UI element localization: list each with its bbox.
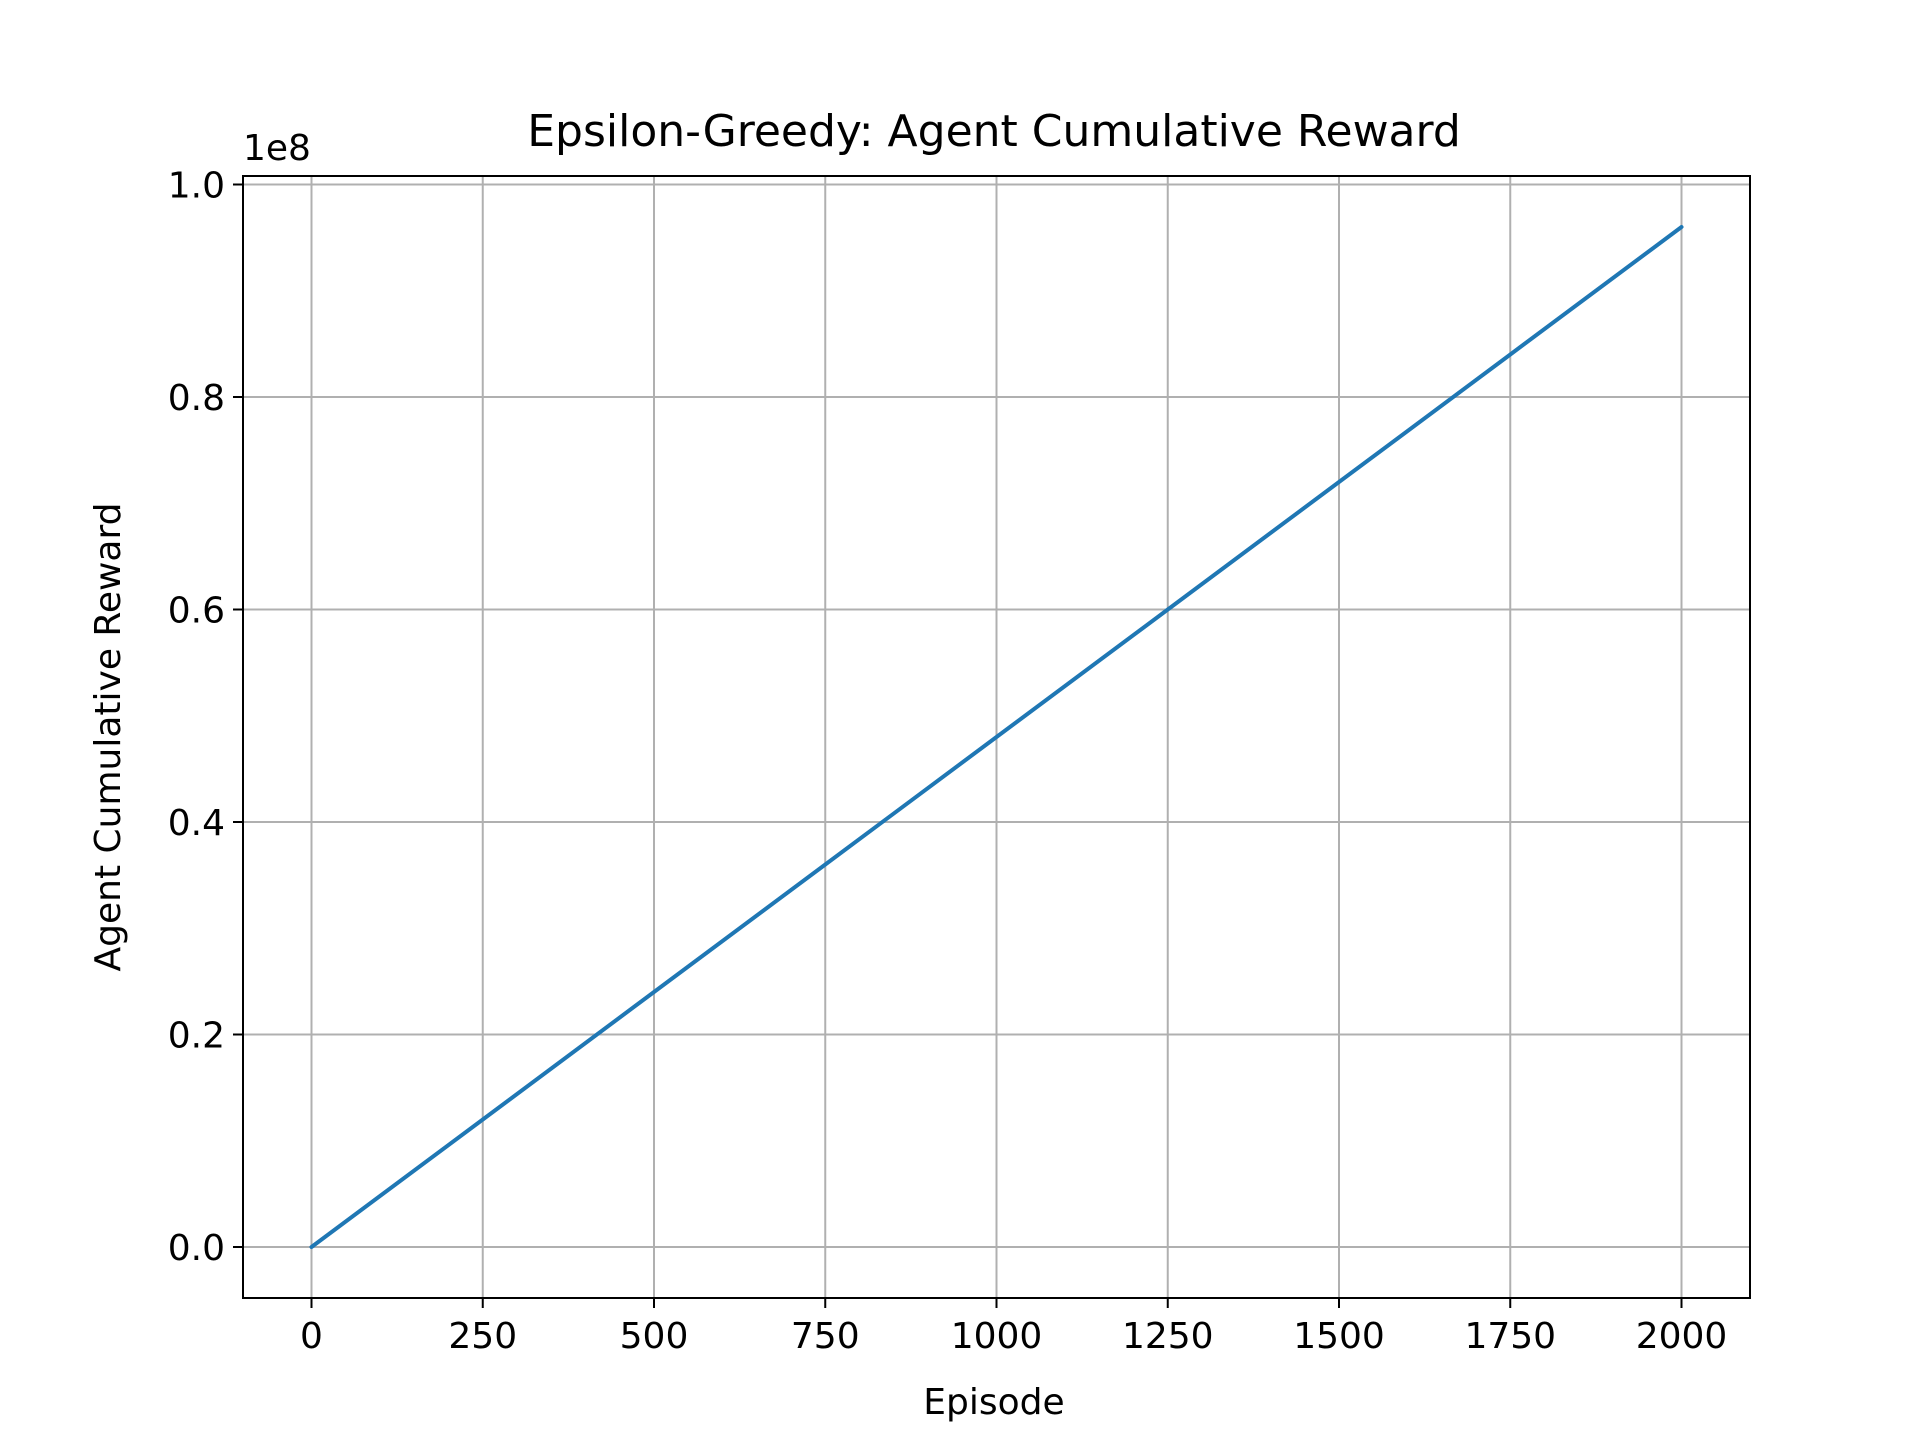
y-tick-label: 0.4 xyxy=(168,803,225,844)
x-tick-label: 1750 xyxy=(1464,1316,1556,1357)
series-layer xyxy=(309,225,1684,1249)
y-tick-label: 0.8 xyxy=(168,378,225,419)
x-tick-label: 500 xyxy=(620,1316,689,1357)
y-tick-label: 0.2 xyxy=(168,1016,225,1057)
y-tick-label: 0.0 xyxy=(168,1228,225,1269)
x-tick-label: 1500 xyxy=(1293,1316,1385,1357)
y-tick-label: 1.0 xyxy=(168,166,225,207)
y-axis-ticks: 0.0 0.2 0.4 0.6 0.8 1.0 xyxy=(168,166,243,1269)
x-tick-label: 0 xyxy=(300,1316,323,1357)
x-tick-label: 250 xyxy=(448,1316,517,1357)
x-tick-label: 1000 xyxy=(951,1316,1043,1357)
x-tick-label: 750 xyxy=(791,1316,860,1357)
y-axis-offset-label: 1e8 xyxy=(243,128,311,169)
x-axis-label: Episode xyxy=(923,1382,1064,1423)
y-axis-label: Agent Cumulative Reward xyxy=(88,503,129,972)
x-tick-label: 1250 xyxy=(1122,1316,1214,1357)
chart-title: Epsilon-Greedy: Agent Cumulative Reward xyxy=(527,106,1461,157)
x-tick-label: 2000 xyxy=(1636,1316,1728,1357)
y-tick-label: 0.6 xyxy=(168,591,225,632)
x-axis-ticks: 0 250 500 750 1000 1250 1500 1750 2000 xyxy=(300,1298,1727,1357)
